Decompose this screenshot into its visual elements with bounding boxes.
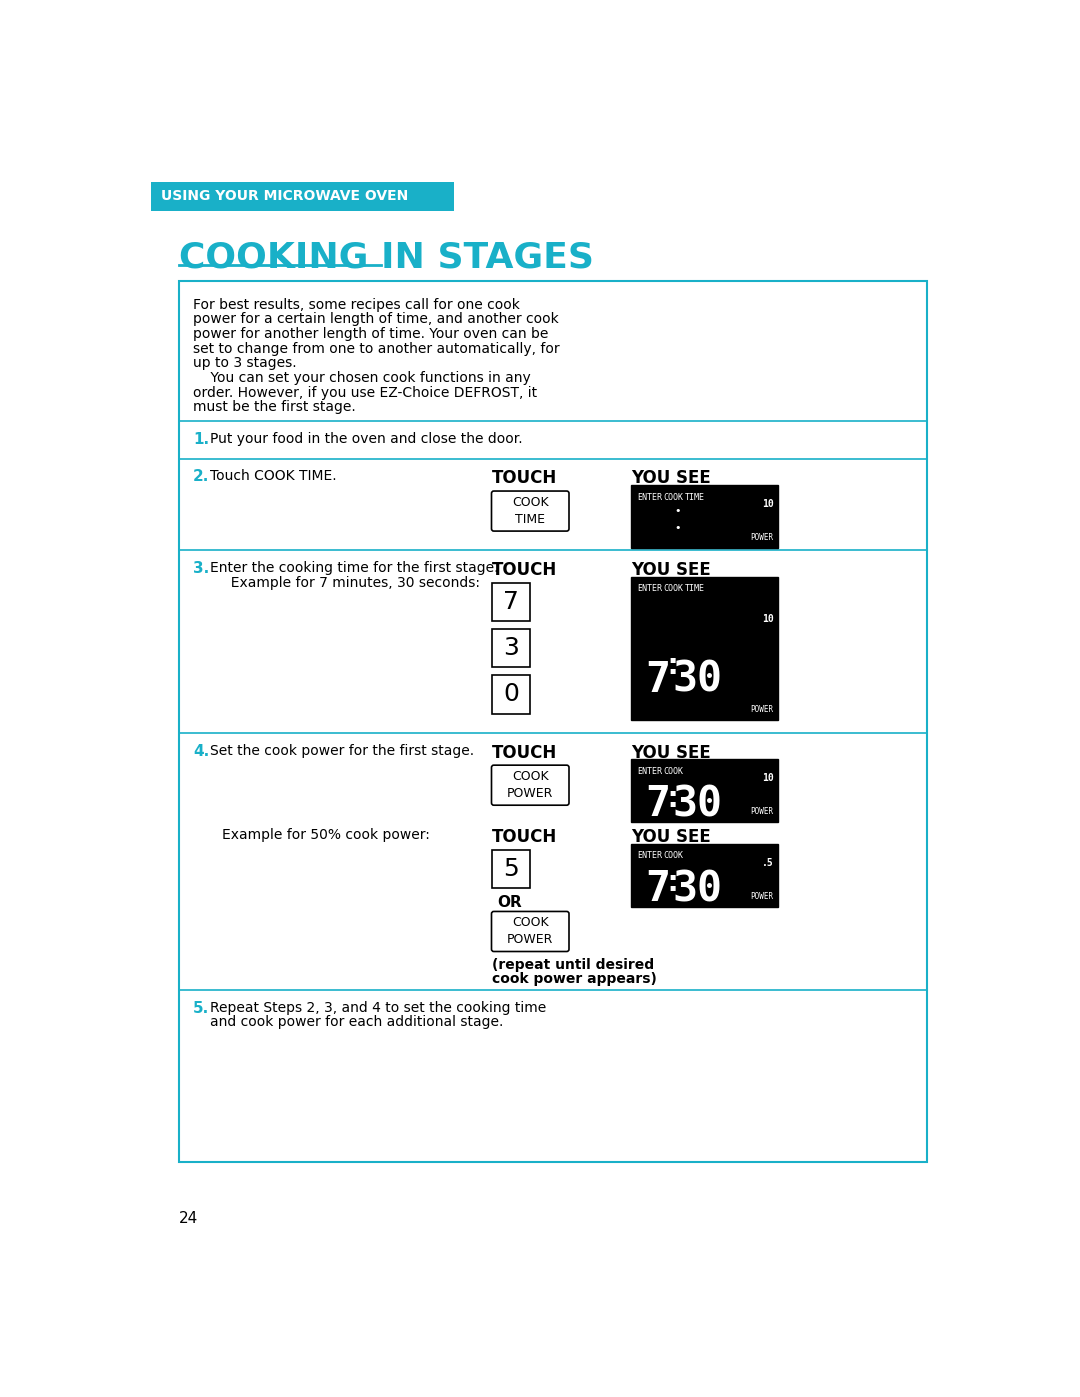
Bar xyxy=(631,844,779,907)
Text: TOUCH: TOUCH xyxy=(491,828,557,847)
Text: YOU SEE: YOU SEE xyxy=(631,743,711,761)
Text: 1.: 1. xyxy=(193,432,210,447)
Text: must be the first stage.: must be the first stage. xyxy=(193,400,356,414)
Text: 3.: 3. xyxy=(193,562,210,576)
Text: COOK: COOK xyxy=(663,493,684,502)
Text: Example for 50% cook power:: Example for 50% cook power: xyxy=(221,828,430,842)
Text: power for a certain length of time, and another cook: power for a certain length of time, and … xyxy=(193,313,558,327)
Text: :: : xyxy=(664,651,683,680)
Text: 7: 7 xyxy=(645,868,670,911)
Text: USING YOUR MICROWAVE OVEN: USING YOUR MICROWAVE OVEN xyxy=(161,189,408,203)
Text: POWER: POWER xyxy=(751,807,773,816)
Text: COOK: COOK xyxy=(663,767,684,775)
Text: (repeat until desired: (repeat until desired xyxy=(491,958,653,972)
Bar xyxy=(631,577,779,719)
FancyBboxPatch shape xyxy=(491,911,569,951)
Bar xyxy=(491,583,530,622)
Bar xyxy=(631,759,779,823)
Text: Example for 7 minutes, 30 seconds:: Example for 7 minutes, 30 seconds: xyxy=(221,576,480,590)
Text: ENTER: ENTER xyxy=(637,493,662,502)
FancyBboxPatch shape xyxy=(491,490,569,531)
Text: COOK
TIME: COOK TIME xyxy=(512,496,549,527)
Text: ENTER: ENTER xyxy=(637,584,662,594)
Text: •: • xyxy=(674,522,680,532)
Text: COOK: COOK xyxy=(663,584,684,594)
Bar xyxy=(491,675,530,714)
Text: 10: 10 xyxy=(761,773,773,782)
Text: 5: 5 xyxy=(503,858,518,882)
Bar xyxy=(179,281,927,1162)
Text: 5.: 5. xyxy=(193,1000,210,1016)
Text: OR: OR xyxy=(498,894,523,909)
Text: •: • xyxy=(674,506,680,517)
Text: ENTER: ENTER xyxy=(637,851,662,861)
Text: 0: 0 xyxy=(503,682,518,707)
Text: TIME: TIME xyxy=(685,493,705,502)
Text: YOU SEE: YOU SEE xyxy=(631,562,711,580)
Text: POWER: POWER xyxy=(751,704,773,714)
Text: Touch COOK TIME.: Touch COOK TIME. xyxy=(211,469,337,483)
Text: 7: 7 xyxy=(645,658,670,701)
Text: :: : xyxy=(664,784,683,813)
Text: COOK: COOK xyxy=(663,851,684,861)
Text: You can set your chosen cook functions in any: You can set your chosen cook functions i… xyxy=(193,372,531,386)
Text: For best results, some recipes call for one cook: For best results, some recipes call for … xyxy=(193,298,519,312)
Text: Repeat Steps 2, 3, and 4 to set the cooking time: Repeat Steps 2, 3, and 4 to set the cook… xyxy=(211,1000,546,1014)
Text: order. However, if you use EZ-Choice DEFROST, it: order. However, if you use EZ-Choice DEF… xyxy=(193,386,537,400)
Text: 4.: 4. xyxy=(193,743,210,759)
Text: POWER: POWER xyxy=(751,891,773,901)
Text: COOK
POWER: COOK POWER xyxy=(508,770,553,800)
Text: 7: 7 xyxy=(503,590,518,613)
Text: Put your food in the oven and close the door.: Put your food in the oven and close the … xyxy=(211,432,523,446)
Text: 30: 30 xyxy=(673,784,723,826)
FancyBboxPatch shape xyxy=(491,766,569,805)
Bar xyxy=(150,182,455,211)
Bar xyxy=(491,629,530,668)
Text: COOKING IN STAGES: COOKING IN STAGES xyxy=(179,240,594,275)
Text: TOUCH: TOUCH xyxy=(491,469,557,488)
Text: 10: 10 xyxy=(761,499,773,509)
Text: :: : xyxy=(664,869,683,897)
Bar xyxy=(631,485,779,548)
Text: 30: 30 xyxy=(673,868,723,911)
Text: cook power appears): cook power appears) xyxy=(491,972,657,986)
Text: POWER: POWER xyxy=(751,532,773,542)
Text: up to 3 stages.: up to 3 stages. xyxy=(193,356,297,370)
Text: ENTER: ENTER xyxy=(637,767,662,775)
Text: and cook power for each additional stage.: and cook power for each additional stage… xyxy=(211,1016,503,1030)
Text: 30: 30 xyxy=(673,658,723,701)
Text: 2.: 2. xyxy=(193,469,210,485)
Text: 7: 7 xyxy=(645,784,670,826)
Text: YOU SEE: YOU SEE xyxy=(631,469,711,488)
Text: TOUCH: TOUCH xyxy=(491,562,557,580)
Text: Enter the cooking time for the first stage.: Enter the cooking time for the first sta… xyxy=(211,562,499,576)
Text: YOU SEE: YOU SEE xyxy=(631,828,711,847)
Text: set to change from one to another automatically, for: set to change from one to another automa… xyxy=(193,342,559,356)
Text: .5: .5 xyxy=(761,858,773,868)
Text: Set the cook power for the first stage.: Set the cook power for the first stage. xyxy=(211,743,474,757)
Text: TIME: TIME xyxy=(685,584,705,594)
Text: 24: 24 xyxy=(179,1211,199,1227)
Text: COOK
POWER: COOK POWER xyxy=(508,916,553,947)
Text: TOUCH: TOUCH xyxy=(491,743,557,761)
Text: power for another length of time. Your oven can be: power for another length of time. Your o… xyxy=(193,327,549,341)
Text: 10: 10 xyxy=(761,615,773,624)
Text: 3: 3 xyxy=(503,636,518,661)
Bar xyxy=(491,849,530,888)
